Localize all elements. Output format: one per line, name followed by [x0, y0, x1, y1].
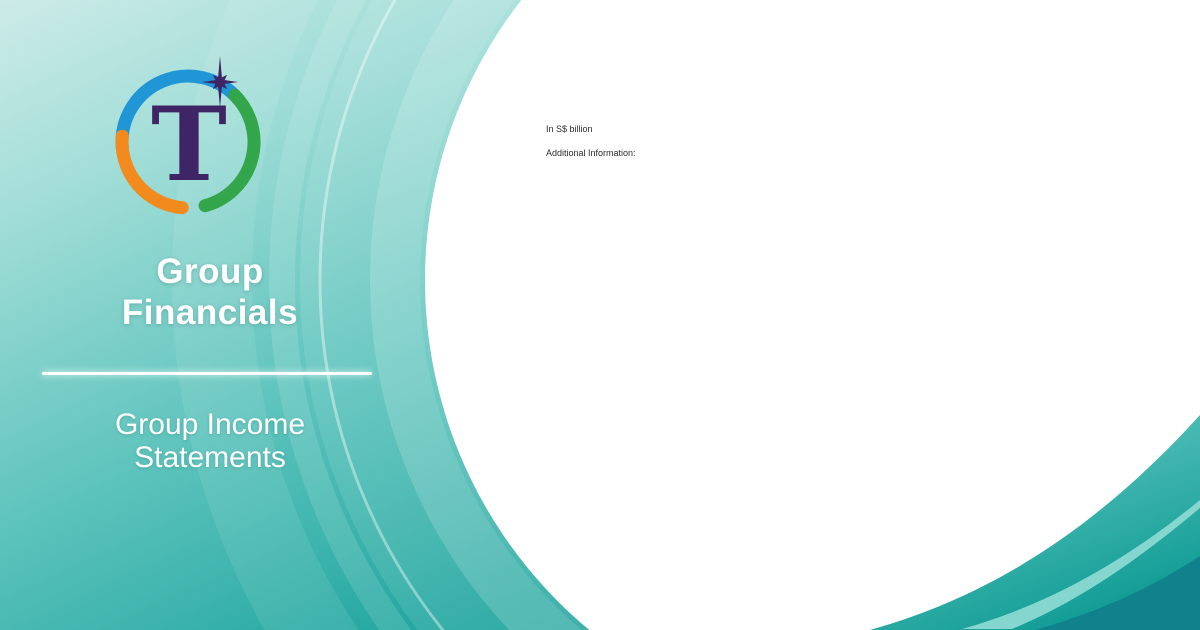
page-title-line2: Financials	[121, 292, 299, 332]
logo-orange-arc	[115, 129, 189, 215]
page-title: Group Financials	[0, 252, 420, 333]
unit-label: In S$ billion	[546, 124, 593, 134]
brand-logo: T	[115, 56, 261, 215]
title-divider	[42, 372, 372, 375]
financial-table-area: In S$ billion Additional Information:	[545, 124, 1137, 510]
logo-letter: T	[151, 85, 227, 205]
page-subtitle-line1: Group Income	[114, 408, 306, 441]
logo-star-icon	[202, 56, 238, 108]
page-subtitle-line2: Statements	[134, 441, 286, 474]
page-subtitle: Group Income Statements	[0, 408, 420, 474]
left-panel: T Group Financials Group Income Statemen…	[0, 0, 420, 630]
page-title-line1: Group	[156, 252, 264, 291]
additional-information-label: Additional Information:	[546, 148, 636, 158]
logo-green-arc	[198, 88, 261, 213]
